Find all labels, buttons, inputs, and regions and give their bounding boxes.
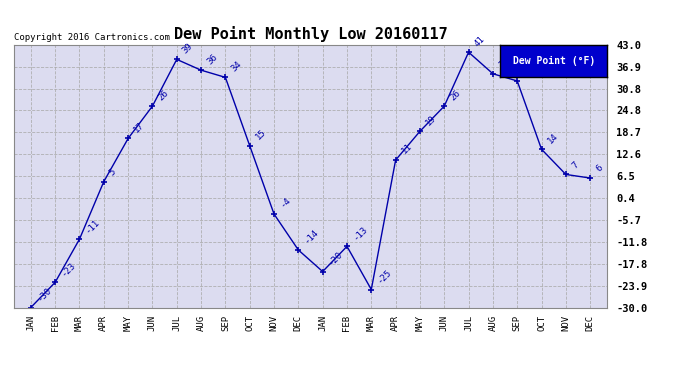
Text: -4: -4 — [278, 196, 292, 210]
Text: 34: 34 — [230, 59, 244, 73]
Text: 39: 39 — [181, 41, 195, 55]
Text: 17: 17 — [132, 120, 146, 134]
Text: 19: 19 — [424, 113, 438, 127]
Text: Copyright 2016 Cartronics.com: Copyright 2016 Cartronics.com — [14, 33, 170, 42]
Title: Dew Point Monthly Low 20160117: Dew Point Monthly Low 20160117 — [174, 27, 447, 42]
Text: -25: -25 — [375, 268, 393, 285]
Text: -23: -23 — [59, 260, 77, 278]
Text: 41: 41 — [473, 34, 486, 48]
Text: 6: 6 — [594, 164, 604, 174]
Text: 36: 36 — [205, 52, 219, 66]
Text: -14: -14 — [302, 228, 320, 246]
Text: -11: -11 — [83, 217, 101, 235]
Text: -30: -30 — [35, 286, 52, 303]
Text: -20: -20 — [327, 250, 344, 267]
Text: 35: 35 — [497, 56, 511, 70]
Text: 11: 11 — [400, 142, 414, 156]
Text: 5: 5 — [108, 167, 118, 177]
Text: -13: -13 — [351, 224, 369, 242]
Text: 7: 7 — [570, 160, 580, 170]
Text: 26: 26 — [448, 88, 462, 102]
Text: 33: 33 — [522, 63, 535, 77]
Text: 26: 26 — [157, 88, 170, 102]
Text: 14: 14 — [546, 131, 560, 145]
Text: 15: 15 — [254, 128, 268, 141]
